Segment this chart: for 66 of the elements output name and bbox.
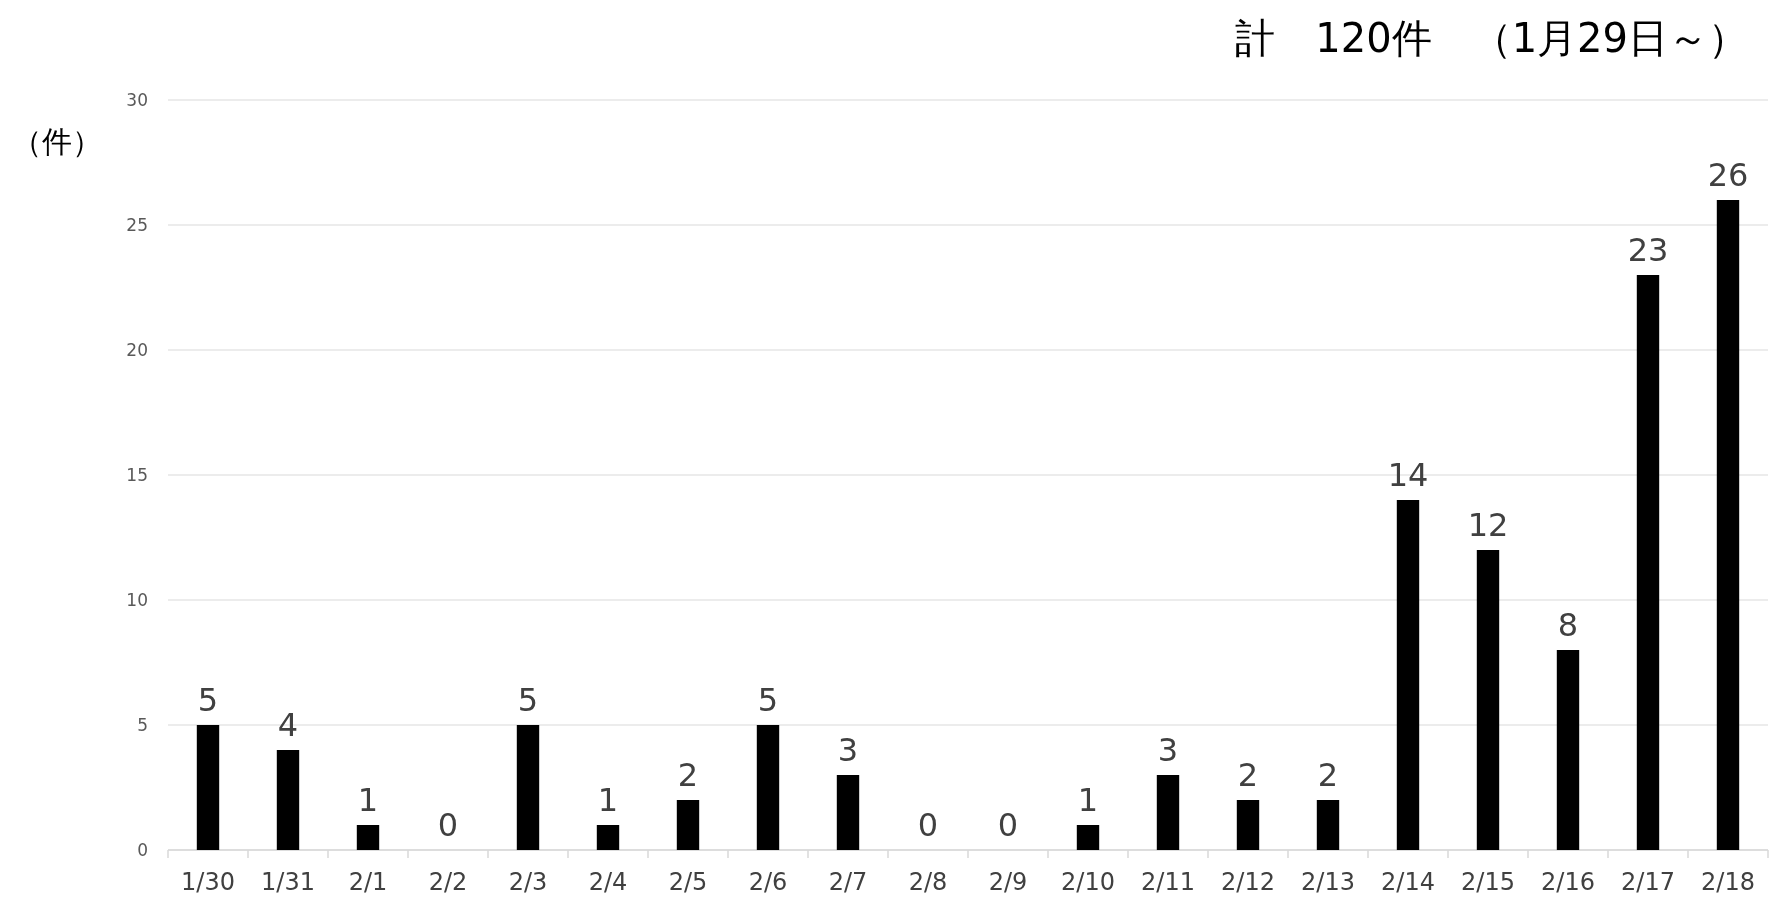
y-tick-label: 5	[137, 715, 148, 735]
y-tick-label: 30	[126, 90, 148, 110]
x-tick-label: 2/17	[1621, 868, 1675, 896]
data-label: 12	[1467, 506, 1509, 544]
y-tick-label: 15	[126, 465, 148, 485]
data-label: 0	[997, 806, 1019, 844]
data-label: 2	[1237, 756, 1259, 794]
data-label: 1	[357, 781, 379, 819]
chart-title: 計 120件 （1月29日～）	[1235, 15, 1748, 61]
x-tick-label: 2/5	[668, 868, 708, 896]
bar	[516, 725, 540, 850]
bar	[1236, 800, 1260, 850]
x-tick-label: 2/1	[348, 868, 388, 896]
data-label: 23	[1627, 231, 1669, 269]
x-tick-label: 2/8	[908, 868, 948, 896]
y-tick-label: 10	[126, 590, 148, 610]
data-label: 5	[197, 681, 219, 719]
x-tick-label: 2/10	[1061, 868, 1115, 896]
bar	[1476, 550, 1500, 850]
bar	[356, 825, 380, 850]
bar	[756, 725, 780, 850]
data-label: 3	[837, 731, 859, 769]
x-tick-label: 2/6	[748, 868, 788, 896]
y-tick-label: 20	[126, 340, 148, 360]
bar	[1556, 650, 1580, 850]
x-tick-label: 2/16	[1541, 868, 1595, 896]
bar	[196, 725, 220, 850]
x-tick-label: 2/11	[1141, 868, 1195, 896]
bar	[1156, 775, 1180, 850]
data-label: 5	[517, 681, 539, 719]
x-tick-label: 2/13	[1301, 868, 1355, 896]
y-axis-title: （件）	[12, 124, 102, 159]
x-tick-label: 2/14	[1381, 868, 1435, 896]
data-label: 3	[1157, 731, 1179, 769]
data-label: 2	[1317, 756, 1339, 794]
x-tick-label: 2/2	[428, 868, 468, 896]
bar	[1716, 200, 1740, 850]
data-label: 14	[1387, 456, 1429, 494]
data-label: 1	[1077, 781, 1099, 819]
bar	[1636, 275, 1660, 850]
x-tick-label: 2/9	[988, 868, 1028, 896]
x-tick-label: 2/7	[828, 868, 868, 896]
data-label: 4	[277, 706, 299, 744]
data-label: 0	[437, 806, 459, 844]
data-label: 2	[677, 756, 699, 794]
bar	[1396, 500, 1420, 850]
x-tick-label: 1/31	[261, 868, 315, 896]
bar	[1316, 800, 1340, 850]
data-label: 26	[1707, 156, 1749, 194]
x-tick-label: 1/30	[181, 868, 235, 896]
data-label: 1	[597, 781, 619, 819]
data-label: 8	[1557, 606, 1579, 644]
x-tick-label: 2/4	[588, 868, 628, 896]
x-tick-label: 2/12	[1221, 868, 1275, 896]
x-tick-label: 2/3	[508, 868, 548, 896]
y-tick-label: 0	[137, 840, 148, 860]
x-tick-label: 2/18	[1701, 868, 1755, 896]
bar	[836, 775, 860, 850]
x-tick-label: 2/15	[1461, 868, 1515, 896]
y-tick-label: 25	[126, 215, 148, 235]
bar	[1076, 825, 1100, 850]
bar	[276, 750, 300, 850]
data-label: 5	[757, 681, 779, 719]
data-label: 0	[917, 806, 939, 844]
bar	[596, 825, 620, 850]
bar	[676, 800, 700, 850]
